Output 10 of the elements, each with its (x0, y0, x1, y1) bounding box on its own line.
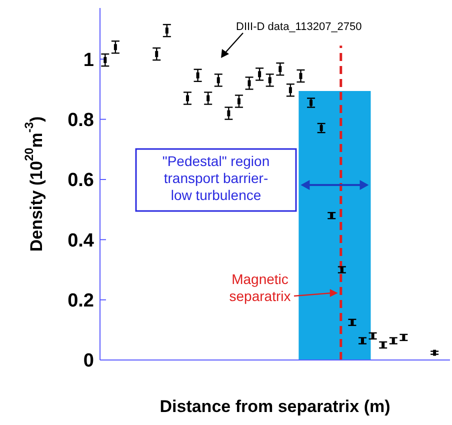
annotation: DIII-D data_113207_2750 (236, 21, 362, 33)
y-tick-label: 1 (83, 50, 94, 71)
y-tick-label: 0.6 (68, 170, 94, 192)
annotation: Magnetic separatrix (229, 271, 291, 304)
y-tick-label: 0.2 (68, 290, 94, 312)
y-tick-label: 0.4 (68, 230, 94, 252)
y-tick-label: 0 (83, 350, 94, 372)
annotation: "Pedestal" region transport barrier- low turbulence (162, 153, 270, 203)
y-tick-label: 0.8 (68, 110, 94, 132)
x-axis-title: Distance from separatrix (m) (160, 397, 390, 416)
